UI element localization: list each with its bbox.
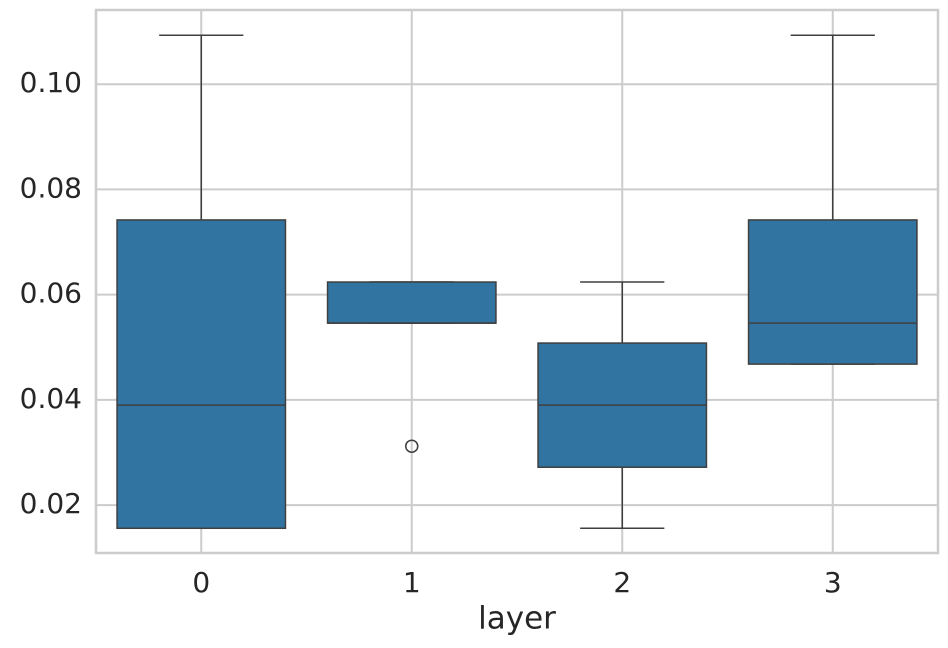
box bbox=[326, 281, 497, 324]
y-tick-label: 0.06 bbox=[20, 277, 82, 310]
x-tick-label: 0 bbox=[192, 566, 210, 599]
plot-frame bbox=[94, 8, 940, 555]
flier bbox=[405, 439, 419, 453]
box bbox=[116, 219, 287, 530]
x-tick-label: 3 bbox=[824, 566, 842, 599]
x-axis-label: layer bbox=[478, 601, 556, 637]
y-tick-label: 0.04 bbox=[20, 382, 82, 415]
x-tick-label: 1 bbox=[403, 566, 421, 599]
y-tick-label: 0.10 bbox=[20, 66, 82, 99]
y-tick-label: 0.08 bbox=[20, 171, 82, 204]
box bbox=[747, 219, 918, 365]
x-tick-label: 2 bbox=[613, 566, 631, 599]
y-tick-label: 0.02 bbox=[20, 487, 82, 520]
